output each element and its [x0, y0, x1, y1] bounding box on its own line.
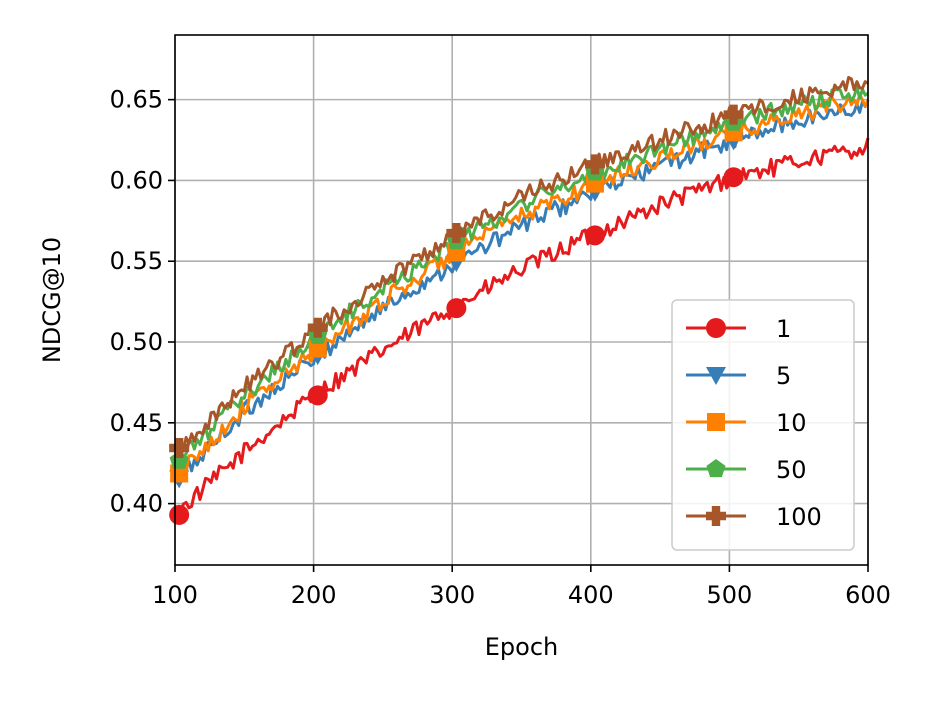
series-marker	[706, 506, 726, 526]
y-tick-label: 0.60	[110, 166, 163, 194]
legend-label: 5	[776, 362, 791, 390]
series-marker	[169, 504, 190, 525]
x-axis-label: Epoch	[485, 633, 559, 661]
x-tick-label: 500	[706, 581, 752, 609]
series-marker	[707, 413, 725, 431]
series-marker	[446, 223, 467, 244]
series-line	[173, 99, 870, 485]
legend-label: 1	[776, 315, 791, 343]
series-marker	[584, 154, 605, 175]
series-marker	[723, 167, 744, 188]
x-tick-label: 300	[429, 581, 475, 609]
x-tick-label: 100	[152, 581, 198, 609]
legend-label: 10	[776, 409, 807, 437]
series-marker	[706, 367, 726, 385]
series-lines	[173, 75, 870, 521]
plot-frame	[174, 34, 869, 566]
y-tick-label: 0.45	[110, 409, 163, 437]
series-marker	[706, 459, 726, 478]
series-marker	[584, 225, 605, 246]
series-line	[173, 75, 869, 455]
y-tick-label: 0.55	[110, 247, 163, 275]
series-line	[174, 93, 870, 478]
series-marker	[723, 104, 744, 125]
x-tick-label: 600	[845, 581, 891, 609]
y-tick-label: 0.40	[110, 490, 163, 518]
series-marker	[308, 339, 327, 358]
axis-ticks: 100 200 300 400 500 600 0.40 0.45 0.50 0.55 0.60 0.…	[110, 86, 891, 609]
legend-label: 100	[776, 503, 822, 531]
series-marker	[446, 298, 467, 319]
series-line	[173, 137, 870, 521]
legend-box	[671, 299, 855, 551]
series-marker	[307, 385, 328, 406]
x-tick-label: 400	[568, 581, 614, 609]
series-marker	[706, 318, 726, 338]
series-marker	[169, 438, 190, 459]
y-tick-label: 0.65	[110, 86, 163, 114]
x-tick-label: 200	[291, 581, 337, 609]
y-tick-label: 0.50	[110, 328, 163, 356]
series-marker	[307, 317, 328, 338]
legend-label: 50	[776, 456, 807, 484]
legend: 1 5 10 50 100	[671, 299, 855, 551]
series-markers	[169, 104, 744, 525]
y-axis-label: NDCG@10	[38, 237, 66, 363]
